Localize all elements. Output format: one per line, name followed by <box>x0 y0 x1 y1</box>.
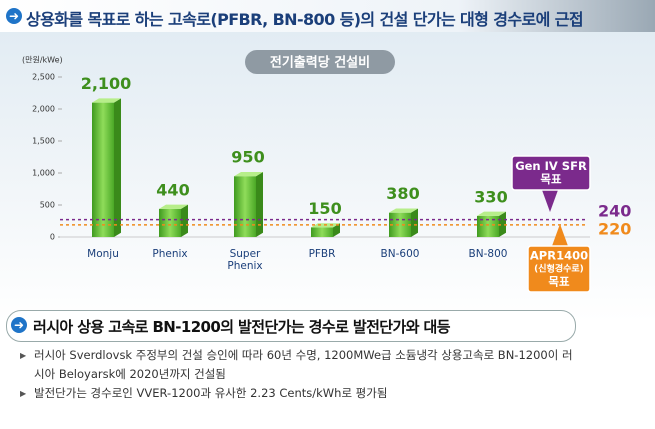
callout-box <box>511 155 591 191</box>
x-tick-label: Super Phenix <box>227 248 263 272</box>
arrow-icon: ➜ <box>6 8 22 24</box>
bar-front <box>311 227 333 237</box>
y-tick-label: 2,000 <box>32 105 55 114</box>
section-title: 러시아 상용 고속로 BN-1200의 발전단가는 경수로 발전단가와 대등 <box>33 318 451 336</box>
value-label: 150 <box>308 199 341 218</box>
bar-side <box>333 223 340 237</box>
chart: 전기출력당 건설비 (만원/kWe) 0 500 1,000 1,500 2,000 2,… <box>22 50 631 293</box>
bullet: 러시아 Sverdlovsk 주정부의 건설 승인에 따라 60년 수명, 12… <box>20 346 580 384</box>
bullet-list: 러시아 Sverdlovsk 주정부의 건설 승인에 따라 60년 수명, 12… <box>20 346 580 403</box>
y-tick-label: 1,500 <box>32 137 55 146</box>
callout-pointer <box>552 224 568 246</box>
y-unit: (만원/kWe) <box>22 56 63 65</box>
chart-title-pill <box>245 50 395 74</box>
bar-top <box>92 98 121 103</box>
value-label: 950 <box>231 148 264 167</box>
value-label: 330 <box>474 187 507 206</box>
bar-side <box>499 211 506 237</box>
y-tick-label: 500 <box>40 201 55 210</box>
callout-label: (신형경수로) <box>534 263 584 275</box>
bullet: 발전단가는 경수로인 VVER-1200과 유사한 2.23 Cents/kWh… <box>20 384 580 403</box>
bar-side <box>114 98 121 238</box>
callout-box <box>527 245 591 293</box>
y-tick-label: 0 <box>50 233 55 242</box>
bar <box>159 204 188 237</box>
callout-label: APR1400 <box>530 249 588 263</box>
slide-title: 상용화를 목표로 하는 고속로(PFBR, BN-800 등)의 건설 단가는 … <box>26 10 584 29</box>
x-tick-label: BN-600 <box>380 248 420 260</box>
y-tick-label: 2,500 <box>32 73 55 82</box>
bar-front <box>477 215 499 237</box>
chart-title: 전기출력당 건설비 <box>270 55 370 71</box>
bar <box>234 172 263 237</box>
bar-side <box>411 208 418 237</box>
x-tick-label: Monju <box>87 248 119 260</box>
value-label: 380 <box>386 184 419 203</box>
bar-top <box>159 204 188 209</box>
callout-pointer <box>542 190 558 212</box>
bar-top <box>389 208 418 213</box>
bar-front <box>159 208 181 237</box>
value-label: 2,100 <box>81 74 132 93</box>
callout-label: 목표 <box>548 275 570 289</box>
x-tick-label: PFBR <box>308 248 336 260</box>
x-tick-label: BN-800 <box>468 248 508 260</box>
y-tick-label: 1,000 <box>32 169 55 178</box>
reference-value: 240 <box>598 202 631 221</box>
bar-front <box>389 212 411 237</box>
value-label: 440 <box>156 180 189 199</box>
section-box: ➜ 러시아 상용 고속로 BN-1200의 발전단가는 경수로 발전단가와 대등 <box>6 310 576 342</box>
x-tick-label: Phenix <box>152 248 188 260</box>
bar-side <box>256 172 263 237</box>
header-bar <box>0 0 655 32</box>
bar-side <box>181 204 188 237</box>
reference-value: 220 <box>598 220 631 239</box>
callout-label: Gen IV SFR <box>515 159 587 173</box>
bar-front <box>234 176 256 237</box>
arrow-icon: ➜ <box>11 317 27 333</box>
bar-top <box>477 211 506 216</box>
bar <box>477 211 506 237</box>
callout-label: 목표 <box>540 172 562 186</box>
bar <box>389 208 418 237</box>
bar-top <box>234 172 263 177</box>
bar-front <box>92 102 114 237</box>
bar <box>92 98 121 238</box>
